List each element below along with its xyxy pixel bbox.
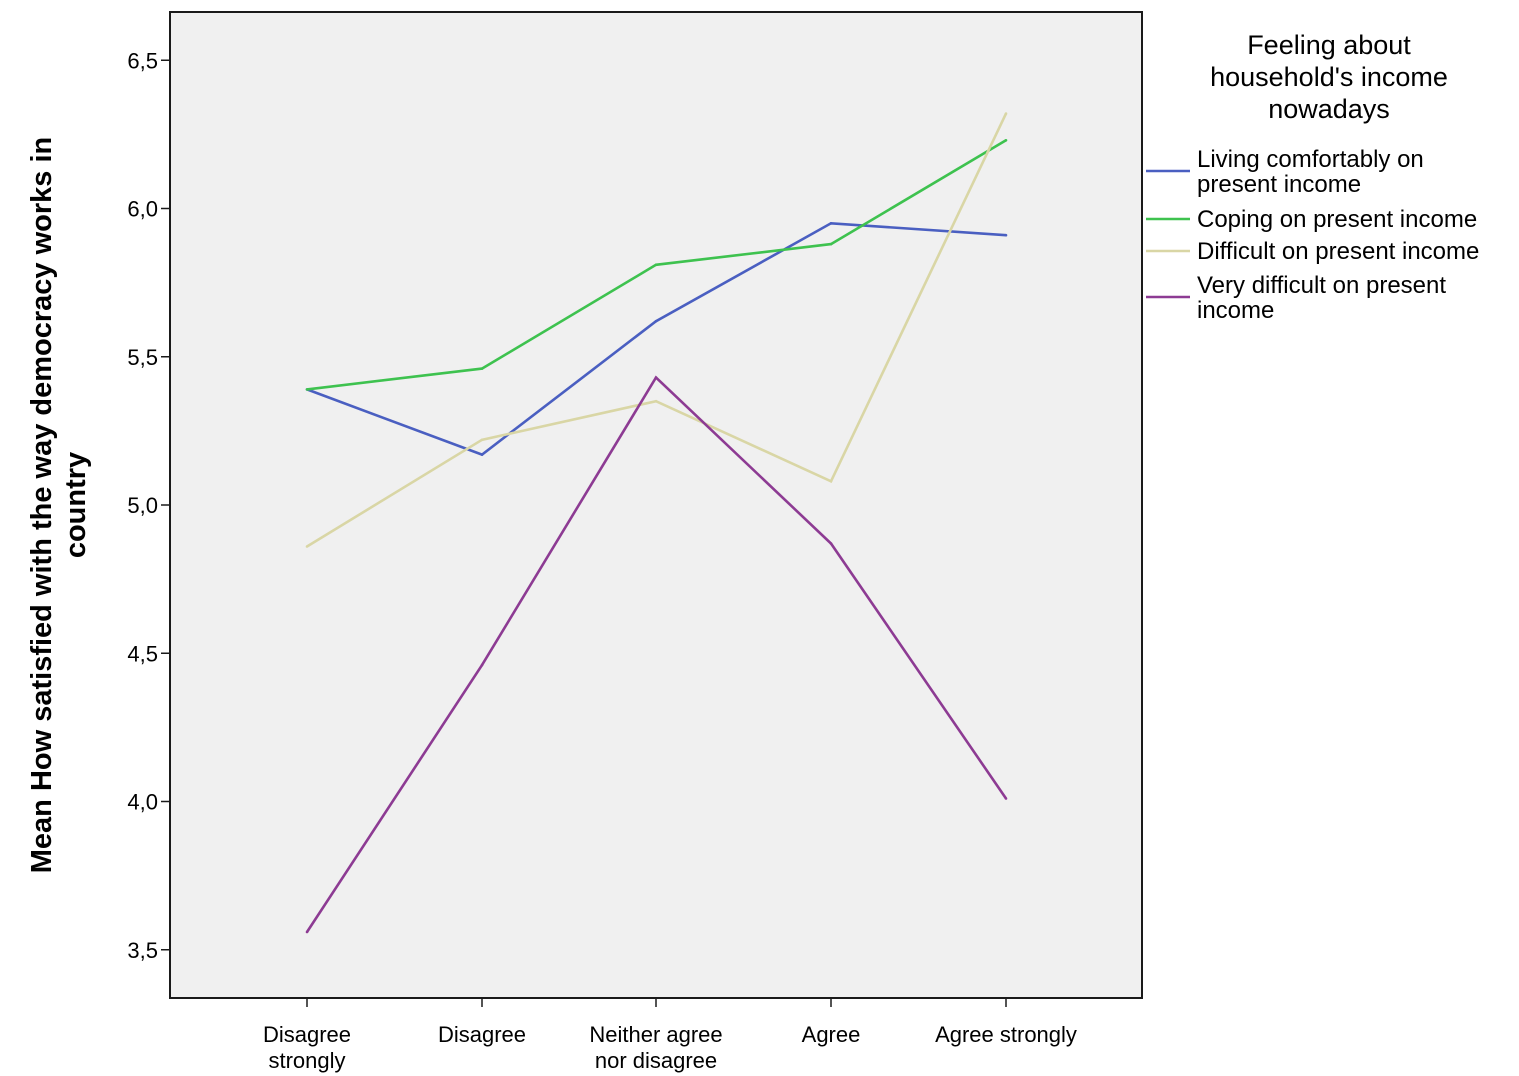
- data-point: [829, 480, 833, 483]
- x-tick-label: Disagree: [438, 1022, 526, 1047]
- data-point: [829, 242, 833, 246]
- data-point: [305, 545, 309, 548]
- data-point: [1004, 797, 1008, 800]
- data-point: [1004, 233, 1008, 237]
- data-point: [1004, 139, 1008, 142]
- data-point: [480, 367, 484, 370]
- data-point: [654, 263, 658, 267]
- data-point: [305, 930, 309, 934]
- x-tick-label: Neither agree nor disagree: [589, 1022, 722, 1073]
- data-point: [654, 376, 658, 379]
- legend-label: Living comfortably on present income: [1197, 146, 1424, 198]
- y-tick-label: 6,5: [127, 48, 158, 73]
- series-lines: [305, 112, 1008, 934]
- legend: Feeling about household's income nowadays L…: [1146, 30, 1479, 324]
- y-tick-label: 5,0: [127, 493, 158, 518]
- data-point: [654, 399, 658, 403]
- legend-item: Coping on present income: [1146, 206, 1477, 233]
- y-tick-label: 5,5: [127, 345, 158, 370]
- legend-title: Feeling about household's income nowadays: [1210, 30, 1448, 124]
- legend-item: Living comfortably on present income: [1146, 146, 1424, 198]
- data-point: [305, 388, 309, 391]
- legend-label: Coping on present income: [1197, 206, 1477, 233]
- legend-label: Very difficult on present income: [1197, 272, 1446, 324]
- data-point: [829, 222, 833, 225]
- data-point: [480, 438, 484, 442]
- x-axis: Disagree strongly Disagree Neither agree nor…: [263, 998, 1077, 1073]
- y-tick-label: 6,0: [127, 197, 158, 222]
- y-axis-label: Mean How satisfied with the way democrac…: [26, 137, 92, 873]
- plot-area: [169, 11, 1143, 999]
- legend-item: Very difficult on present income: [1146, 272, 1446, 324]
- x-tick-label: Agree strongly: [935, 1022, 1077, 1047]
- data-point: [1004, 112, 1008, 115]
- y-tick-label: 4,5: [127, 641, 158, 666]
- x-tick-label: Disagree strongly: [263, 1022, 351, 1073]
- legend-label: Difficult on present income: [1197, 238, 1479, 265]
- x-tick-label: Agree: [802, 1022, 861, 1047]
- y-tick-label: 3,5: [127, 938, 158, 963]
- data-point: [829, 542, 833, 545]
- y-tick-label: 4,0: [127, 790, 158, 815]
- y-axis: 3,5 4,0 4,5 5,0 5,5 6,0 6,5: [127, 48, 170, 963]
- legend-item: Difficult on present income: [1146, 238, 1479, 265]
- data-point: [654, 319, 658, 323]
- data-point: [480, 663, 484, 667]
- data-point: [480, 453, 484, 456]
